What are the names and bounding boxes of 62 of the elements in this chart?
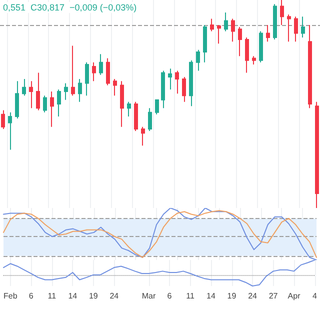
candlestick: [308, 24, 312, 109]
candlestick: [22, 78, 26, 96]
candlestick: [148, 108, 152, 132]
candlestick: [8, 112, 12, 150]
candlestick: [301, 16, 305, 38]
x-tick-label: 19: [227, 292, 237, 300]
candlestick: [203, 24, 207, 63]
candlestick: [36, 72, 40, 111]
x-tick-label: 24: [248, 292, 258, 300]
candlestick: [71, 45, 75, 96]
candlestick: [155, 99, 159, 115]
annotation: 0,551 C30,817 −0,009 (−0,03%): [3, 2, 137, 12]
candlestick: [106, 58, 110, 86]
candlestick: [224, 12, 228, 32]
x-tick-label: 24: [110, 292, 120, 300]
candlestick: [134, 101, 138, 132]
x-tick-label: Feb: [4, 292, 18, 300]
candlestick: [1, 110, 5, 130]
candlestick: [168, 68, 172, 90]
candlestick: [99, 54, 103, 76]
candlestick: [196, 49, 200, 72]
x-tick-label: 11: [186, 292, 195, 300]
x-tick-label: 11: [48, 292, 57, 300]
candlestick: [266, 24, 270, 42]
candlestick: [294, 16, 298, 42]
candlestick: [78, 78, 82, 102]
candlestick: [245, 36, 249, 74]
candlestick: [182, 76, 186, 102]
candlestick: [287, 14, 291, 42]
candlestick: [259, 30, 263, 63]
candlestick: [141, 126, 145, 146]
candlestick: [64, 82, 68, 100]
candlestick: [15, 80, 19, 120]
candlestick: [85, 62, 89, 96]
candlestick: [29, 80, 33, 109]
candlestick: [189, 60, 193, 107]
candlestick: [92, 62, 96, 82]
candlestick: [161, 70, 165, 109]
candlestick: [280, 0, 284, 26]
x-tick-label: 6: [28, 292, 34, 300]
candlestick: [238, 26, 242, 57]
x-tick-label: 6: [167, 292, 172, 300]
candlestick: [252, 56, 256, 65]
candlestick: [273, 4, 277, 40]
x-tick-label: Apr: [288, 292, 301, 300]
x-tick-label: 4: [312, 292, 318, 300]
candlestick: [210, 18, 214, 32]
candlestick: [57, 88, 61, 117]
x-tick-label: 14: [206, 292, 216, 300]
candlestick: [43, 95, 47, 113]
candlestick: [175, 70, 179, 94]
candlestick: [50, 91, 54, 128]
x-tick-label: 19: [88, 292, 98, 300]
candlestick: [217, 24, 221, 44]
x-tick-label: Mar: [142, 292, 156, 300]
candlestick: [113, 78, 117, 96]
candlestick: [120, 80, 124, 128]
candlestick: [127, 101, 131, 117]
x-tick-label: 14: [68, 292, 78, 300]
x-tick-label: 27: [268, 292, 278, 300]
candlestick: [315, 101, 319, 208]
candlestick: [231, 18, 235, 42]
